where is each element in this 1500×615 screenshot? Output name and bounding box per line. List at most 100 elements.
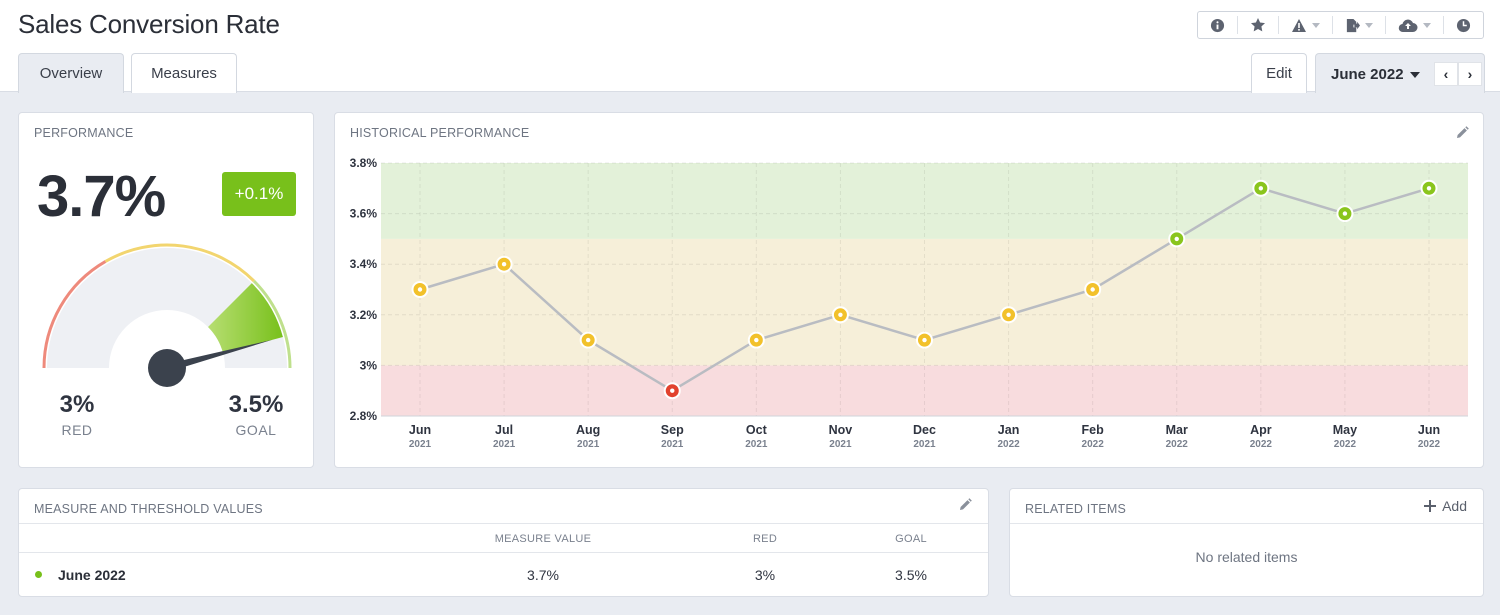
data-point-center bbox=[1426, 186, 1432, 191]
threshold-band bbox=[381, 365, 1468, 416]
x-tick-month-label: Jan bbox=[998, 423, 1020, 437]
tab-overview[interactable]: Overview bbox=[18, 53, 124, 93]
previous-period-button[interactable]: ‹ bbox=[1434, 62, 1458, 86]
historical-performance-card: 3.8% 3.6% 3.4% 3.2% 3% 2.8% Jun 2021 Jul 2021 Aug 2… bbox=[334, 112, 1484, 468]
tab-measures[interactable]: Measures bbox=[131, 53, 237, 93]
column-header: RED bbox=[752, 533, 778, 545]
next-period-button[interactable]: › bbox=[1458, 62, 1482, 86]
data-point-center bbox=[585, 337, 591, 343]
y-tick-label: 2.8% bbox=[350, 409, 378, 423]
x-tick-year-label: 2021 bbox=[661, 439, 684, 450]
measure-threshold-card: MEASURE AND THRESHOLD VALUES MEASURE VAL… bbox=[18, 488, 989, 597]
x-tick-year-label: 2022 bbox=[1418, 439, 1441, 450]
info-icon bbox=[1210, 18, 1225, 32]
x-tick-year-label: 2021 bbox=[829, 439, 852, 450]
data-point-center bbox=[1006, 312, 1011, 317]
alert-icon bbox=[1292, 18, 1306, 32]
x-tick-year-label: 2022 bbox=[997, 439, 1020, 450]
gauge-goal-band bbox=[252, 279, 292, 369]
chevron-down-icon bbox=[1423, 22, 1431, 28]
info-button[interactable] bbox=[1198, 16, 1237, 34]
x-tick-year-label: 2021 bbox=[913, 439, 936, 450]
cloud-upload-icon bbox=[1398, 19, 1418, 32]
table-header: MEASURE VALUE RED GOAL bbox=[19, 523, 988, 553]
x-tick-year-label: 2022 bbox=[1334, 439, 1357, 450]
x-tick-year-label: 2022 bbox=[1166, 439, 1189, 450]
favorite-button[interactable] bbox=[1237, 16, 1278, 34]
delta-badge: +0.1% bbox=[222, 172, 296, 216]
red-threshold-label: RED bbox=[61, 422, 93, 438]
x-tick-year-label: 2021 bbox=[577, 439, 600, 450]
y-tick-label: 3.2% bbox=[350, 308, 378, 322]
x-tick-month-label: Apr bbox=[1250, 423, 1272, 437]
export-button[interactable] bbox=[1332, 16, 1385, 34]
x-tick-month-label: Sep bbox=[661, 423, 684, 437]
divider bbox=[1010, 523, 1483, 524]
history-button[interactable] bbox=[1443, 16, 1483, 34]
add-related-button[interactable]: Add bbox=[1424, 498, 1467, 514]
threshold-band bbox=[381, 163, 1468, 239]
period-selector[interactable]: June 2022 ‹ › bbox=[1315, 53, 1485, 93]
y-tick-label: 3.4% bbox=[350, 257, 378, 271]
empty-state-text: No related items bbox=[1195, 549, 1298, 565]
data-point-center bbox=[1090, 287, 1095, 292]
data-point-center bbox=[922, 337, 927, 343]
plus-icon bbox=[1424, 500, 1437, 512]
table-row[interactable]: June 2022 3.7% 3% 3.5% bbox=[19, 553, 988, 597]
edit-button[interactable]: Edit bbox=[1251, 53, 1307, 93]
related-title: RELATED ITEMS bbox=[1025, 502, 1126, 516]
gauge-needle bbox=[165, 339, 273, 372]
page-title: Sales Conversion Rate bbox=[18, 9, 280, 39]
alert-button[interactable] bbox=[1278, 16, 1332, 34]
y-tick-label: 3% bbox=[360, 358, 378, 372]
gauge-value-fill bbox=[208, 283, 283, 353]
x-tick-year-label: 2022 bbox=[1082, 439, 1105, 450]
performance-card: PERFORMANCE 3.7% +0.1% 3% RED 3.5% GOAL bbox=[18, 112, 314, 468]
historical-title: HISTORICAL PERFORMANCE bbox=[350, 126, 530, 140]
data-point-center bbox=[1342, 211, 1348, 216]
column-header: MEASURE VALUE bbox=[494, 533, 592, 545]
cloud-button[interactable] bbox=[1385, 16, 1443, 34]
goal-threshold-value: 3.5% bbox=[228, 391, 284, 418]
x-tick-month-label: Dec bbox=[913, 423, 936, 437]
x-tick-month-label: Aug bbox=[576, 423, 600, 437]
y-tick-label: 3.6% bbox=[350, 207, 378, 221]
data-point-center bbox=[838, 312, 843, 317]
historical-chart: 3.8% 3.6% 3.4% 3.2% 3% 2.8% Jun 2021 Jul 2021 Aug 2… bbox=[350, 156, 1468, 450]
gauge-red-band bbox=[42, 260, 107, 369]
related-items-card: RELATED ITEMS Add No related items bbox=[1009, 488, 1484, 597]
y-tick-label: 3.8% bbox=[350, 156, 378, 170]
measure-value-cell: 3.7% bbox=[527, 567, 559, 583]
status-dot bbox=[35, 571, 42, 578]
performance-title: PERFORMANCE bbox=[34, 126, 134, 140]
x-tick-year-label: 2021 bbox=[493, 439, 516, 450]
data-point-center bbox=[501, 262, 507, 267]
performance-gauge bbox=[42, 243, 292, 387]
period-label: June 2022 bbox=[1331, 66, 1404, 83]
red-cell: 3% bbox=[754, 567, 776, 583]
goal-cell: 3.5% bbox=[895, 567, 927, 583]
x-tick-month-label: Nov bbox=[829, 423, 853, 437]
x-tick-year-label: 2022 bbox=[1250, 439, 1273, 450]
gauge-needle-hub bbox=[148, 349, 186, 387]
x-tick-year-label: 2021 bbox=[409, 439, 432, 450]
chevron-down-icon bbox=[1365, 22, 1373, 28]
data-point-center bbox=[1258, 186, 1264, 191]
star-icon bbox=[1251, 18, 1265, 32]
edit-pencil-icon[interactable] bbox=[1455, 126, 1469, 140]
x-tick-month-label: Jun bbox=[1418, 423, 1440, 437]
x-tick-month-label: Feb bbox=[1082, 423, 1105, 437]
measure-title: MEASURE AND THRESHOLD VALUES bbox=[34, 502, 263, 516]
data-point-center bbox=[754, 337, 759, 343]
gauge-warn-band bbox=[104, 243, 256, 283]
data-point-center bbox=[1174, 236, 1179, 242]
performance-value: 3.7% bbox=[37, 164, 166, 229]
goal-threshold-label: GOAL bbox=[235, 422, 277, 438]
x-tick-month-label: Jul bbox=[495, 423, 513, 437]
export-icon bbox=[1346, 18, 1360, 32]
data-point-center bbox=[417, 287, 423, 292]
edit-pencil-icon[interactable] bbox=[958, 498, 972, 512]
x-tick-year-label: 2021 bbox=[745, 439, 768, 450]
clock-icon bbox=[1456, 18, 1471, 32]
x-tick-month-label: May bbox=[1333, 423, 1357, 437]
